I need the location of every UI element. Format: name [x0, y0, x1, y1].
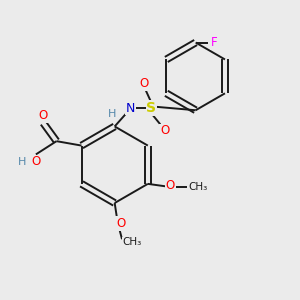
Text: O: O	[39, 109, 48, 122]
Text: O: O	[166, 179, 175, 192]
Text: H: H	[18, 157, 26, 167]
Text: N: N	[126, 102, 136, 115]
Text: CH₃: CH₃	[189, 182, 208, 192]
Text: CH₃: CH₃	[123, 237, 142, 247]
Text: O: O	[116, 217, 125, 230]
Text: O: O	[31, 155, 40, 168]
Text: O: O	[160, 124, 169, 137]
Text: O: O	[140, 77, 149, 90]
Text: H: H	[108, 110, 117, 119]
Text: S: S	[146, 101, 157, 115]
Text: F: F	[211, 36, 218, 49]
